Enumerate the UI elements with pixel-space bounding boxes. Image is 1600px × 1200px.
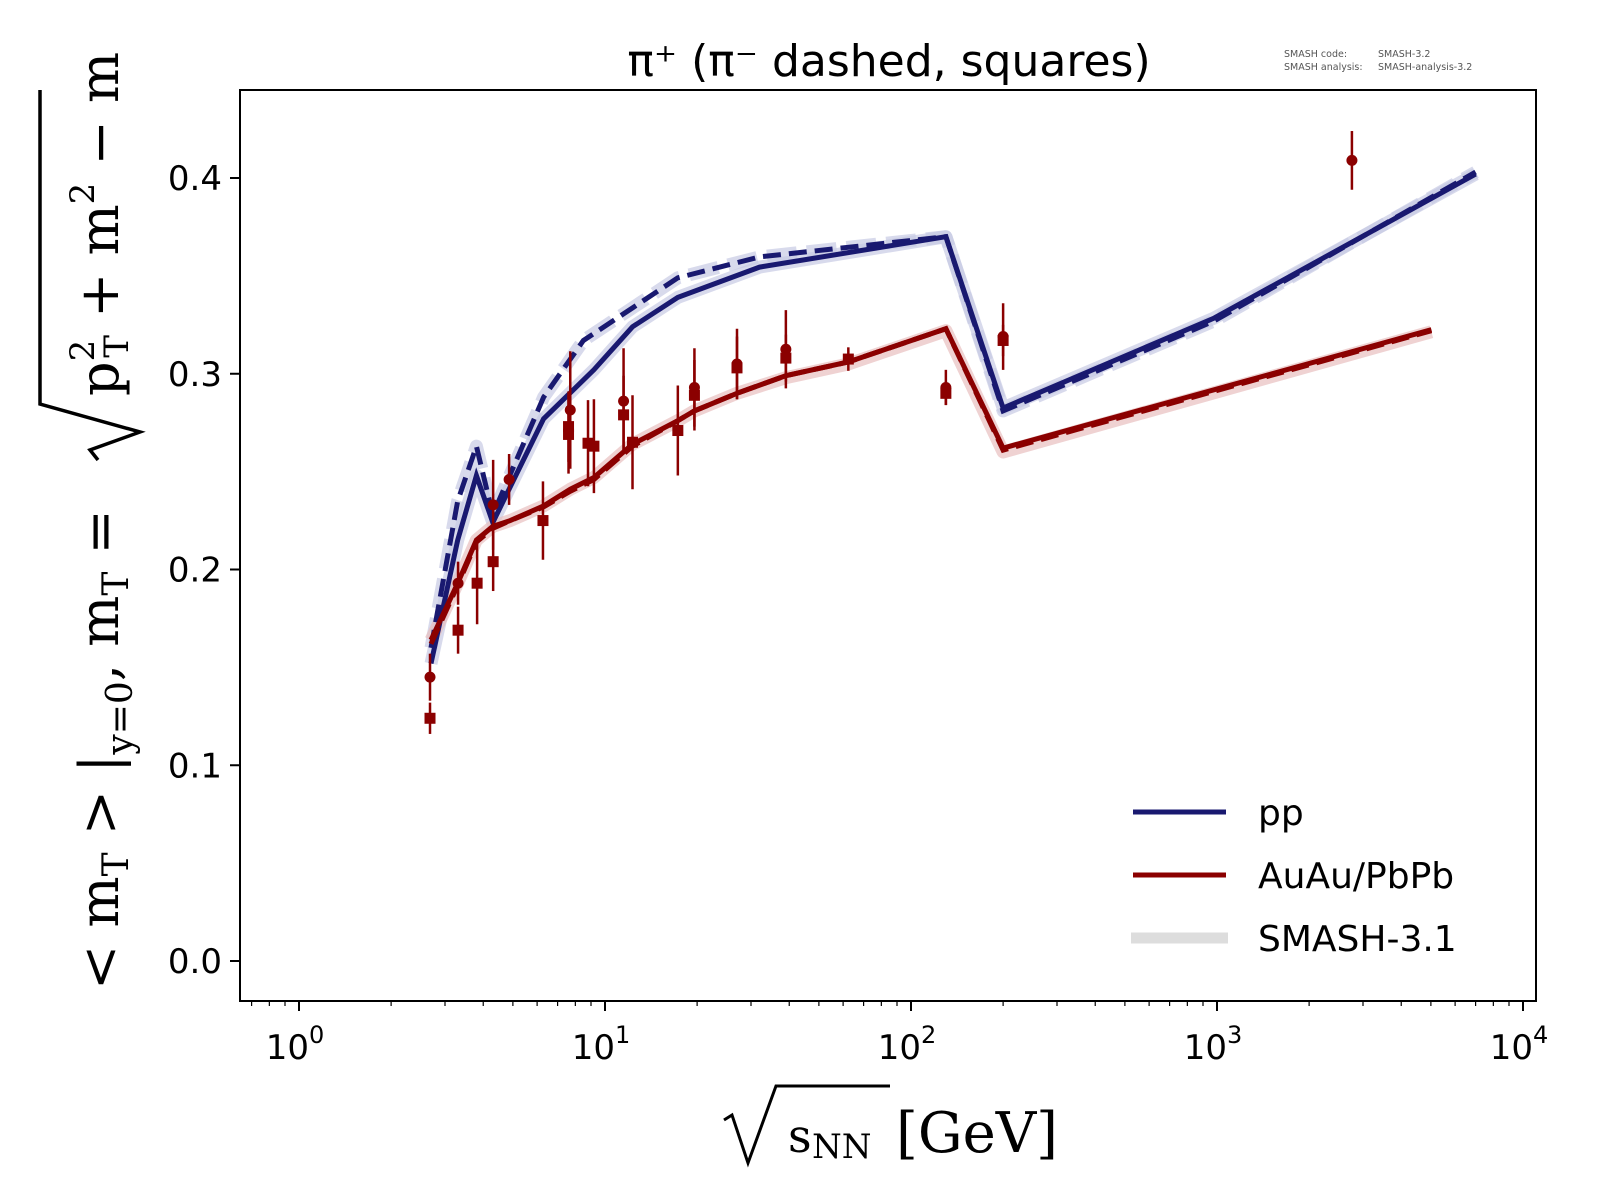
y-label-minus: − m [68,52,131,183]
x-tick-base: 10 [572,1028,615,1068]
x-tick-base: 10 [878,1028,921,1068]
x-tick-exponent: 4 [1533,1021,1548,1049]
y-label-sup2b: 2 [63,183,103,205]
legend-label-auau: AuAu/PbPb [1258,856,1454,897]
data-point-pi-plus [487,499,499,511]
y-tick-label: 0.1 [168,746,222,786]
data-point-pi-minus [563,428,575,440]
y-label-eq: = [68,509,131,571]
data-point-pi-minus [627,436,639,448]
y-label-plus: + m [68,204,131,335]
data-point-pi-plus [564,404,576,416]
data-point-pi-minus [452,624,464,636]
data-point-pi-minus [688,389,700,401]
y-label-comma: , m [68,596,131,682]
y-label-sqrt-sign [38,90,146,462]
data-point-pi-minus [537,515,549,527]
x-tick-label: 100 [266,1021,325,1068]
y-axis-ticks: 0.0 0.1 0.2 0.3 0.4 [168,159,240,982]
y-label-mid: > | [68,755,131,853]
data-point-pi-minus [471,577,483,589]
data-point-pi-minus [780,352,792,364]
x-axis-ticks: 100 101 102 103 104 [251,1001,1549,1068]
chart-title: π⁺ (π⁻ dashed, squares) [627,36,1150,87]
legend-label-pp: pp [1258,793,1304,834]
version-code-value: SMASH-3.2 [1378,49,1430,60]
y-label-p: p [68,361,131,396]
data-point-pi-minus [582,437,594,449]
x-tick-exponent: 3 [1227,1021,1242,1049]
y-label-sub-y0: y=0 [100,681,141,755]
version-analysis-value: SMASH-analysis-3.2 [1378,62,1472,73]
x-label-s: s [788,1109,812,1163]
data-point-pi-minus [424,712,436,724]
data-point-pi-plus [503,473,515,485]
data-point-pi-minus [731,362,743,374]
data-point-pi-minus [588,440,600,452]
data-point-pi-minus [487,556,499,568]
y-tick-label: 0.0 [168,942,222,982]
x-label-sqrt-sign [723,1084,890,1168]
x-axis-label: s NN [GeV] [723,1084,1058,1168]
version-analysis-label: SMASH analysis: [1284,62,1363,73]
x-tick-label: 103 [1184,1021,1243,1068]
y-label-sub-t2: T [96,572,137,596]
y-label-sub-t1: T [96,852,137,876]
data-point-pi-minus [997,334,1009,346]
data-point-pi-minus [618,409,630,421]
svg-text:p2T + m2 − m: p2T + m2 − m [63,52,137,396]
x-tick-label: 101 [572,1021,631,1068]
x-label-sub: NN [812,1127,872,1167]
data-point-pi-plus [424,671,436,683]
y-tick-label: 0.4 [168,159,222,199]
x-tick-exponent: 1 [615,1021,630,1049]
y-label-sup2a: 2 [63,340,103,362]
data-point-pi-plus [1346,154,1358,166]
x-label-unit: [GeV] [896,1101,1058,1166]
x-tick-exponent: 0 [309,1021,324,1049]
legend: pp AuAu/PbPb SMASH-3.1 [1131,793,1457,960]
y-axis-label: < mT > |y=0, mT = p2T + m2 − m [38,52,146,990]
x-tick-label: 102 [878,1021,937,1068]
y-tick-label: 0.2 [168,551,222,591]
x-tick-base: 10 [1184,1028,1227,1068]
x-tick-base: 10 [1490,1028,1533,1068]
y-label-left: < m [68,876,131,990]
data-point-pi-minus [672,425,684,437]
x-tick-base: 10 [266,1028,309,1068]
svg-text:< mT > |y=0, mT =: < mT > |y=0, mT = [68,509,141,990]
data-point-pi-plus [452,577,464,589]
x-tick-exponent: 2 [921,1021,936,1049]
y-label-sub-t3: T [97,335,137,358]
data-point-pi-minus [940,387,952,399]
line-pp [428,169,1477,649]
y-tick-label: 0.3 [168,355,222,395]
data-point-pi-minus [842,353,854,365]
version-code-label: SMASH code: [1284,49,1347,60]
legend-label-smash: SMASH-3.1 [1258,919,1457,960]
x-tick-label: 104 [1490,1021,1549,1068]
experimental-points [424,131,1358,734]
version-info: SMASH code: SMASH-3.2 SMASH analysis: SM… [1284,49,1472,73]
plot-frame [239,89,1537,1002]
